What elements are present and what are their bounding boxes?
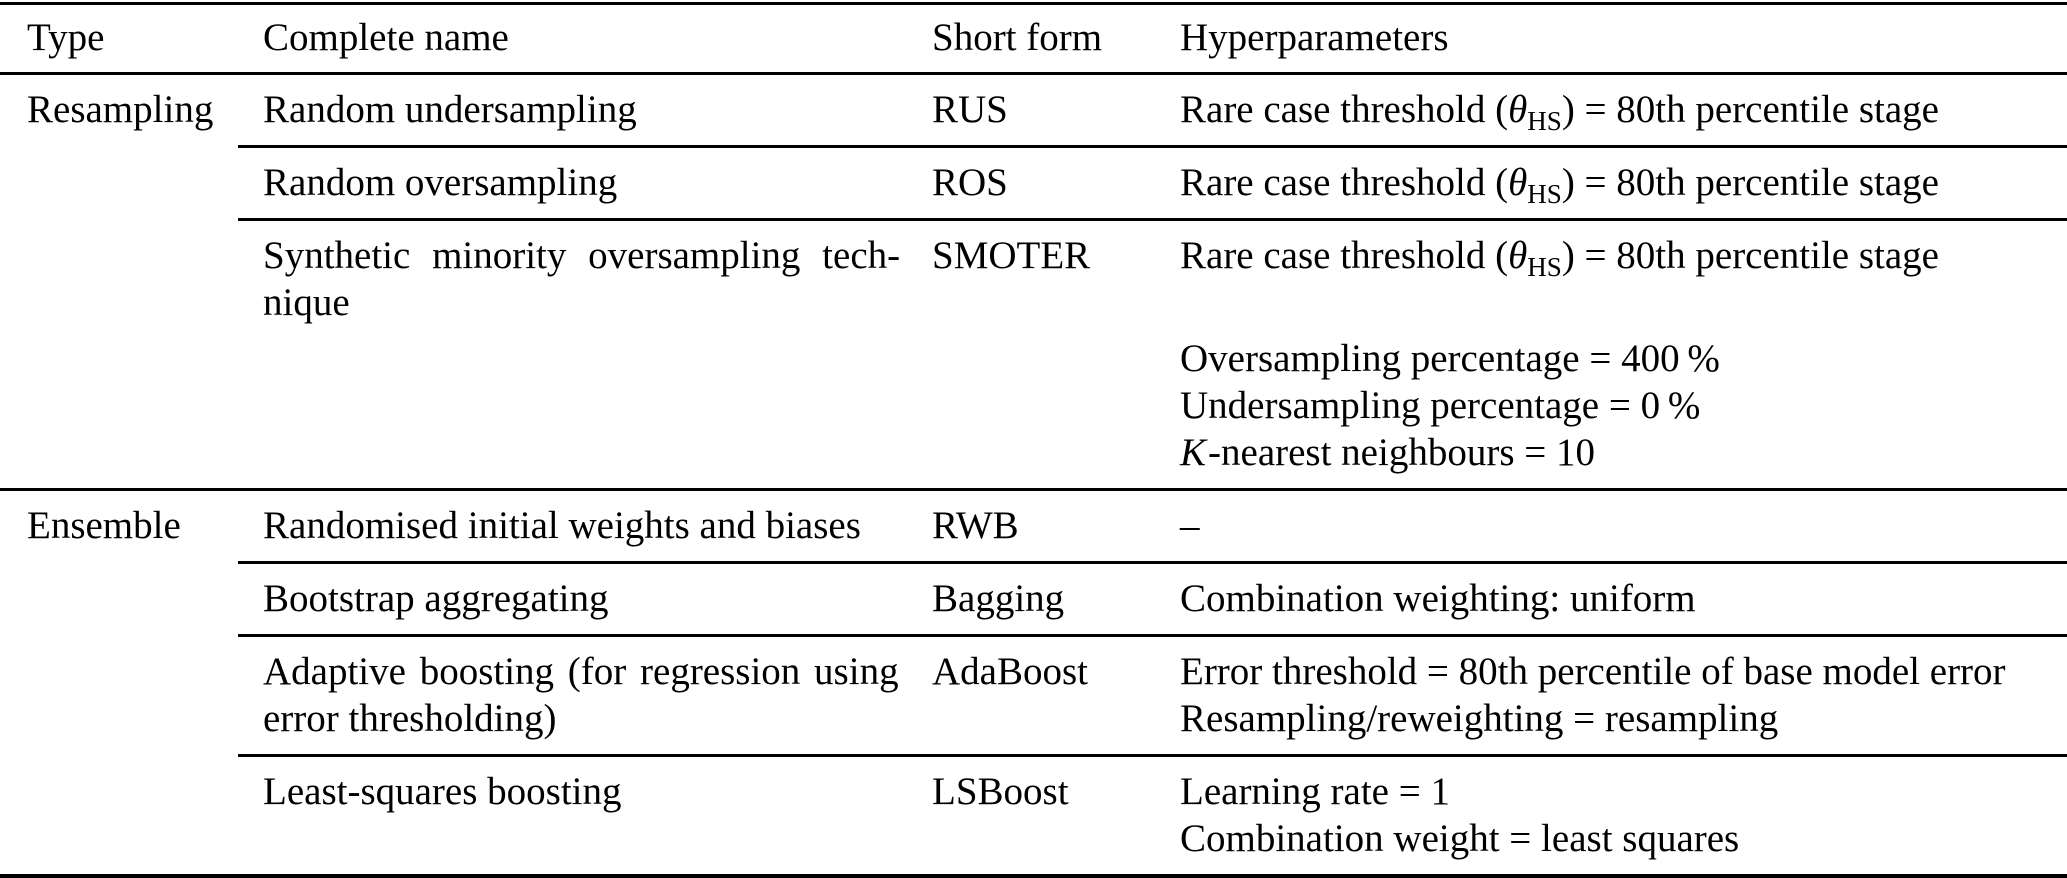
group-type-resampling: Resampling	[27, 88, 214, 131]
rare-case-post: ) = 80th percentile stage	[1561, 234, 1939, 277]
theta-symbol: θ	[1508, 161, 1528, 204]
rare-case-pre: Rare case threshold (	[1180, 161, 1509, 204]
complete-name-text: Least-squares boosting	[263, 770, 622, 813]
theta-subscript: HS	[1527, 252, 1562, 282]
rare-case-post: ) = 80th percentile stage	[1561, 161, 1939, 204]
hyperparameters-cell: Combination weighting: uniform	[1155, 561, 2067, 636]
hyperparameter-line: K-nearest neighbours = 10	[1180, 429, 2057, 476]
short-form-cell: ROS	[907, 145, 1155, 220]
row-adaboost: Adaptive boosting (for regression using …	[0, 634, 2067, 756]
row-ros: Random oversampling ROS Rare case thresh…	[0, 145, 2067, 220]
row-smoter: Synthetic minority oversampling tech- ni…	[0, 218, 2067, 490]
short-form-text: LSBoost	[932, 770, 1069, 813]
hyperparameter-line: –	[1180, 504, 1200, 547]
complete-name-cell: Random undersampling	[238, 74, 907, 147]
complete-name-text: Random undersampling	[263, 88, 637, 131]
column-header-type: Type	[0, 2, 238, 75]
short-form-text: AdaBoost	[932, 650, 1088, 693]
blank-line	[1180, 279, 2057, 335]
short-form-cell: RWB	[907, 488, 1155, 563]
short-form-text: RUS	[932, 88, 1008, 131]
theta-subscript: HS	[1527, 106, 1562, 136]
hyperparameter-line: Error threshold = 80th percentile of bas…	[1180, 650, 2006, 693]
hyperparameter-line: Undersampling percentage = 0 %	[1180, 384, 1701, 427]
short-form-text: Bagging	[932, 577, 1065, 620]
short-form-cell: AdaBoost	[907, 634, 1155, 756]
column-header-hyperparameters: Hyperparameters	[1155, 2, 2067, 75]
short-form-cell: LSBoost	[907, 754, 1155, 878]
row-rus: Resampling Random undersampling RUS Rare…	[0, 74, 2067, 147]
hyperparameters-cell: –	[1155, 488, 2067, 563]
header-row: Type Complete name Short form Hyperparam…	[0, 2, 2067, 75]
hyperparameters-cell: Rare case threshold (θHS) = 80th percent…	[1155, 218, 2067, 490]
rare-case-pre: Rare case threshold (	[1180, 88, 1509, 131]
complete-name-text-line2: error thresholding)	[263, 697, 557, 740]
complete-name-text-line2: nique	[263, 281, 350, 324]
complete-name-text-line1: Adaptive boosting (for regression using	[263, 650, 899, 693]
hyperparameters-cell: Error threshold = 80th percentile of bas…	[1155, 634, 2067, 756]
short-form-text: SMOTER	[932, 234, 1091, 277]
hyperparameters-cell: Rare case threshold (θHS) = 80th percent…	[1155, 74, 2067, 147]
short-form-cell: SMOTER	[907, 218, 1155, 490]
short-form-cell: Bagging	[907, 561, 1155, 636]
hyperparameters-cell: Rare case threshold (θHS) = 80th percent…	[1155, 145, 2067, 220]
hyperparameter-line: Rare case threshold (θHS) = 80th percent…	[1180, 232, 2057, 282]
hyperparameter-line: Oversampling percentage = 400 %	[1180, 337, 1720, 380]
row-bagging: Bootstrap aggregating Bagging Combinatio…	[0, 561, 2067, 636]
row-lsboost: Least-squares boosting LSBoost Learning …	[0, 754, 2067, 878]
rare-case-post: ) = 80th percentile stage	[1561, 88, 1939, 131]
theta-subscript: HS	[1527, 179, 1562, 209]
knn-text: -nearest neighbours = 10	[1208, 431, 1595, 474]
hyperparameter-line: Learning rate = 1	[1180, 770, 1450, 813]
short-form-cell: RUS	[907, 74, 1155, 147]
short-form-text: ROS	[932, 161, 1008, 204]
column-header-complete-name: Complete name	[238, 2, 907, 75]
complete-name-cell: Random oversampling	[238, 145, 907, 220]
theta-symbol: θ	[1508, 234, 1528, 277]
hyperparameter-line: Rare case threshold (θHS) = 80th percent…	[1180, 159, 2057, 209]
complete-name-cell: Synthetic minority oversampling tech- ni…	[238, 218, 907, 490]
complete-name-cell: Bootstrap aggregating	[238, 561, 907, 636]
complete-name-cell: Adaptive boosting (for regression using …	[238, 634, 907, 756]
k-variable: K	[1180, 431, 1207, 474]
hyperparameter-line: Resampling/reweighting = resampling	[1180, 697, 1779, 740]
complete-name-cell: Randomised initial weights and biases	[238, 488, 907, 563]
rare-case-pre: Rare case threshold (	[1180, 234, 1509, 277]
hyperparameter-line: Combination weight = least squares	[1180, 817, 1740, 860]
short-form-text: RWB	[932, 504, 1019, 547]
complete-name-text-line1: Synthetic minority oversampling tech-	[263, 234, 901, 277]
group-type-ensemble: Ensemble	[0, 488, 238, 878]
column-header-short-form: Short form	[907, 2, 1155, 75]
complete-name-text: Random oversampling	[263, 161, 618, 204]
complete-name-text: Randomised initial weights and biases	[263, 504, 861, 547]
row-rwb: Ensemble Randomised initial weights and …	[0, 488, 2067, 878]
hyperparameter-line: Rare case threshold (θHS) = 80th percent…	[1180, 86, 2057, 136]
hyperparameter-line: Combination weighting: uniform	[1180, 577, 1696, 620]
hyperparameters-cell: Learning rate = 1 Combination weight = l…	[1155, 754, 2067, 878]
complete-name-text: Bootstrap aggregating	[263, 577, 609, 620]
complete-name-cell: Least-squares boosting	[238, 754, 907, 878]
theta-symbol: θ	[1508, 88, 1528, 131]
